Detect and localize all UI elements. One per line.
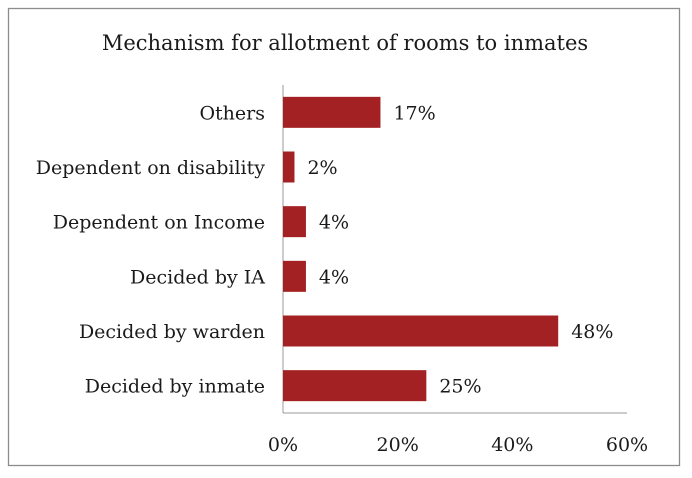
bar [283,206,306,238]
bar [283,96,381,128]
x-tick-label: 0% [268,434,298,456]
category-label: Decided by inmate [85,376,265,398]
plot-area: Others 17% Dependent on disability 2% Depend… [36,85,648,456]
category-label: Dependent on disability [36,157,266,179]
bar [283,370,427,402]
category-label: Others [199,102,265,124]
data-label: 25% [439,376,481,398]
category-label: Decided by warden [79,321,265,343]
bar [283,260,306,292]
data-label: 2% [307,157,337,179]
bar [283,315,559,347]
data-label: 17% [393,102,435,124]
x-tick-label: 60% [606,434,648,456]
category-label: Decided by IA [130,266,265,288]
category-label: Dependent on Income [53,212,265,234]
x-tick-label: 40% [491,434,533,456]
data-label: 4% [319,212,349,234]
chart-title: Mechanism for allotment of rooms to inma… [102,31,588,55]
data-label: 48% [571,321,613,343]
bar [283,151,295,183]
data-label: 4% [319,266,349,288]
x-tick-label: 20% [377,434,419,456]
